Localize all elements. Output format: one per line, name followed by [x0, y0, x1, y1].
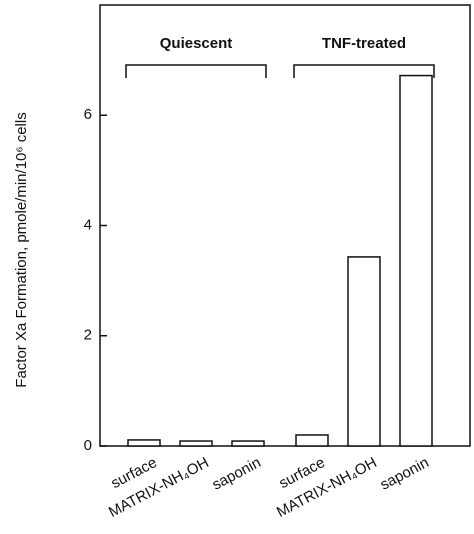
y-axis-label: Factor Xa Formation, pmole/min/10⁶ cells — [13, 112, 30, 387]
bar — [127, 439, 161, 447]
y-tick-label: 0 — [84, 437, 92, 454]
group-bracket — [293, 64, 435, 78]
y-tick-label: 2 — [84, 327, 92, 344]
bar — [179, 440, 213, 447]
y-tick-label: 6 — [84, 106, 92, 123]
bar — [295, 434, 329, 447]
group-label: Quiescent — [160, 35, 233, 52]
x-tick-label: saponin — [377, 454, 431, 494]
group-label: TNF-treated — [322, 35, 406, 52]
group-bracket — [125, 64, 267, 78]
bar — [399, 74, 433, 447]
bar — [231, 440, 265, 447]
bar — [347, 256, 381, 447]
y-tick-label: 4 — [84, 216, 92, 233]
x-tick-label: saponin — [209, 454, 263, 494]
